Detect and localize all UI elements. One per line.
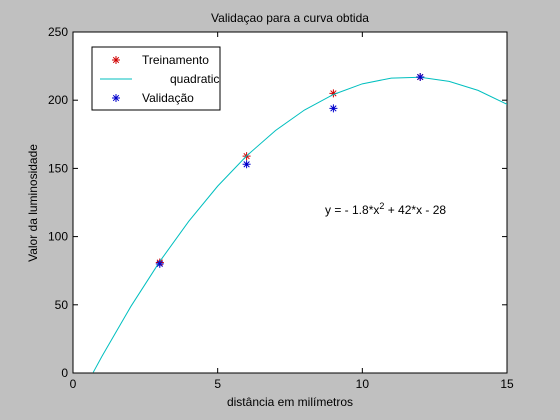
annotation-part: 2 xyxy=(379,201,384,211)
legend-marker xyxy=(112,94,120,102)
annotation-part: y = - 1.8*x xyxy=(325,203,379,217)
y-tick-label: 50 xyxy=(55,298,69,312)
fit-curve xyxy=(92,76,507,373)
y-tick-label: 250 xyxy=(48,25,68,39)
y-tick-label: 200 xyxy=(48,93,68,107)
legend-marker xyxy=(112,56,120,64)
data-point xyxy=(329,89,338,98)
legend-label: Validação xyxy=(142,91,194,105)
plot-area xyxy=(92,73,507,373)
data-point xyxy=(329,104,338,113)
y-axis-label: Valor da luminosidade xyxy=(26,144,40,262)
legend-label: Treinamento xyxy=(142,53,209,67)
chart-title: Validaçao para a curva obtida xyxy=(211,11,369,25)
x-tick-label: 10 xyxy=(356,377,370,391)
y-tick-label: 0 xyxy=(61,366,68,380)
annotation-part: + 42*x - 28 xyxy=(384,203,446,217)
x-axis-label: distância em milímetros xyxy=(227,395,353,409)
annotation: y = - 1.8*x2 + 42*x - 28 xyxy=(325,201,446,217)
x-tick-label: 15 xyxy=(500,377,514,391)
data-point xyxy=(416,73,425,82)
y-tick-label: 100 xyxy=(48,230,68,244)
data-point xyxy=(242,160,251,169)
x-tick-label: 0 xyxy=(70,377,77,391)
data-point xyxy=(155,259,164,268)
legend-label: quadratic xyxy=(170,72,219,86)
x-tick-label: 5 xyxy=(214,377,221,391)
y-tick-label: 150 xyxy=(48,161,68,175)
